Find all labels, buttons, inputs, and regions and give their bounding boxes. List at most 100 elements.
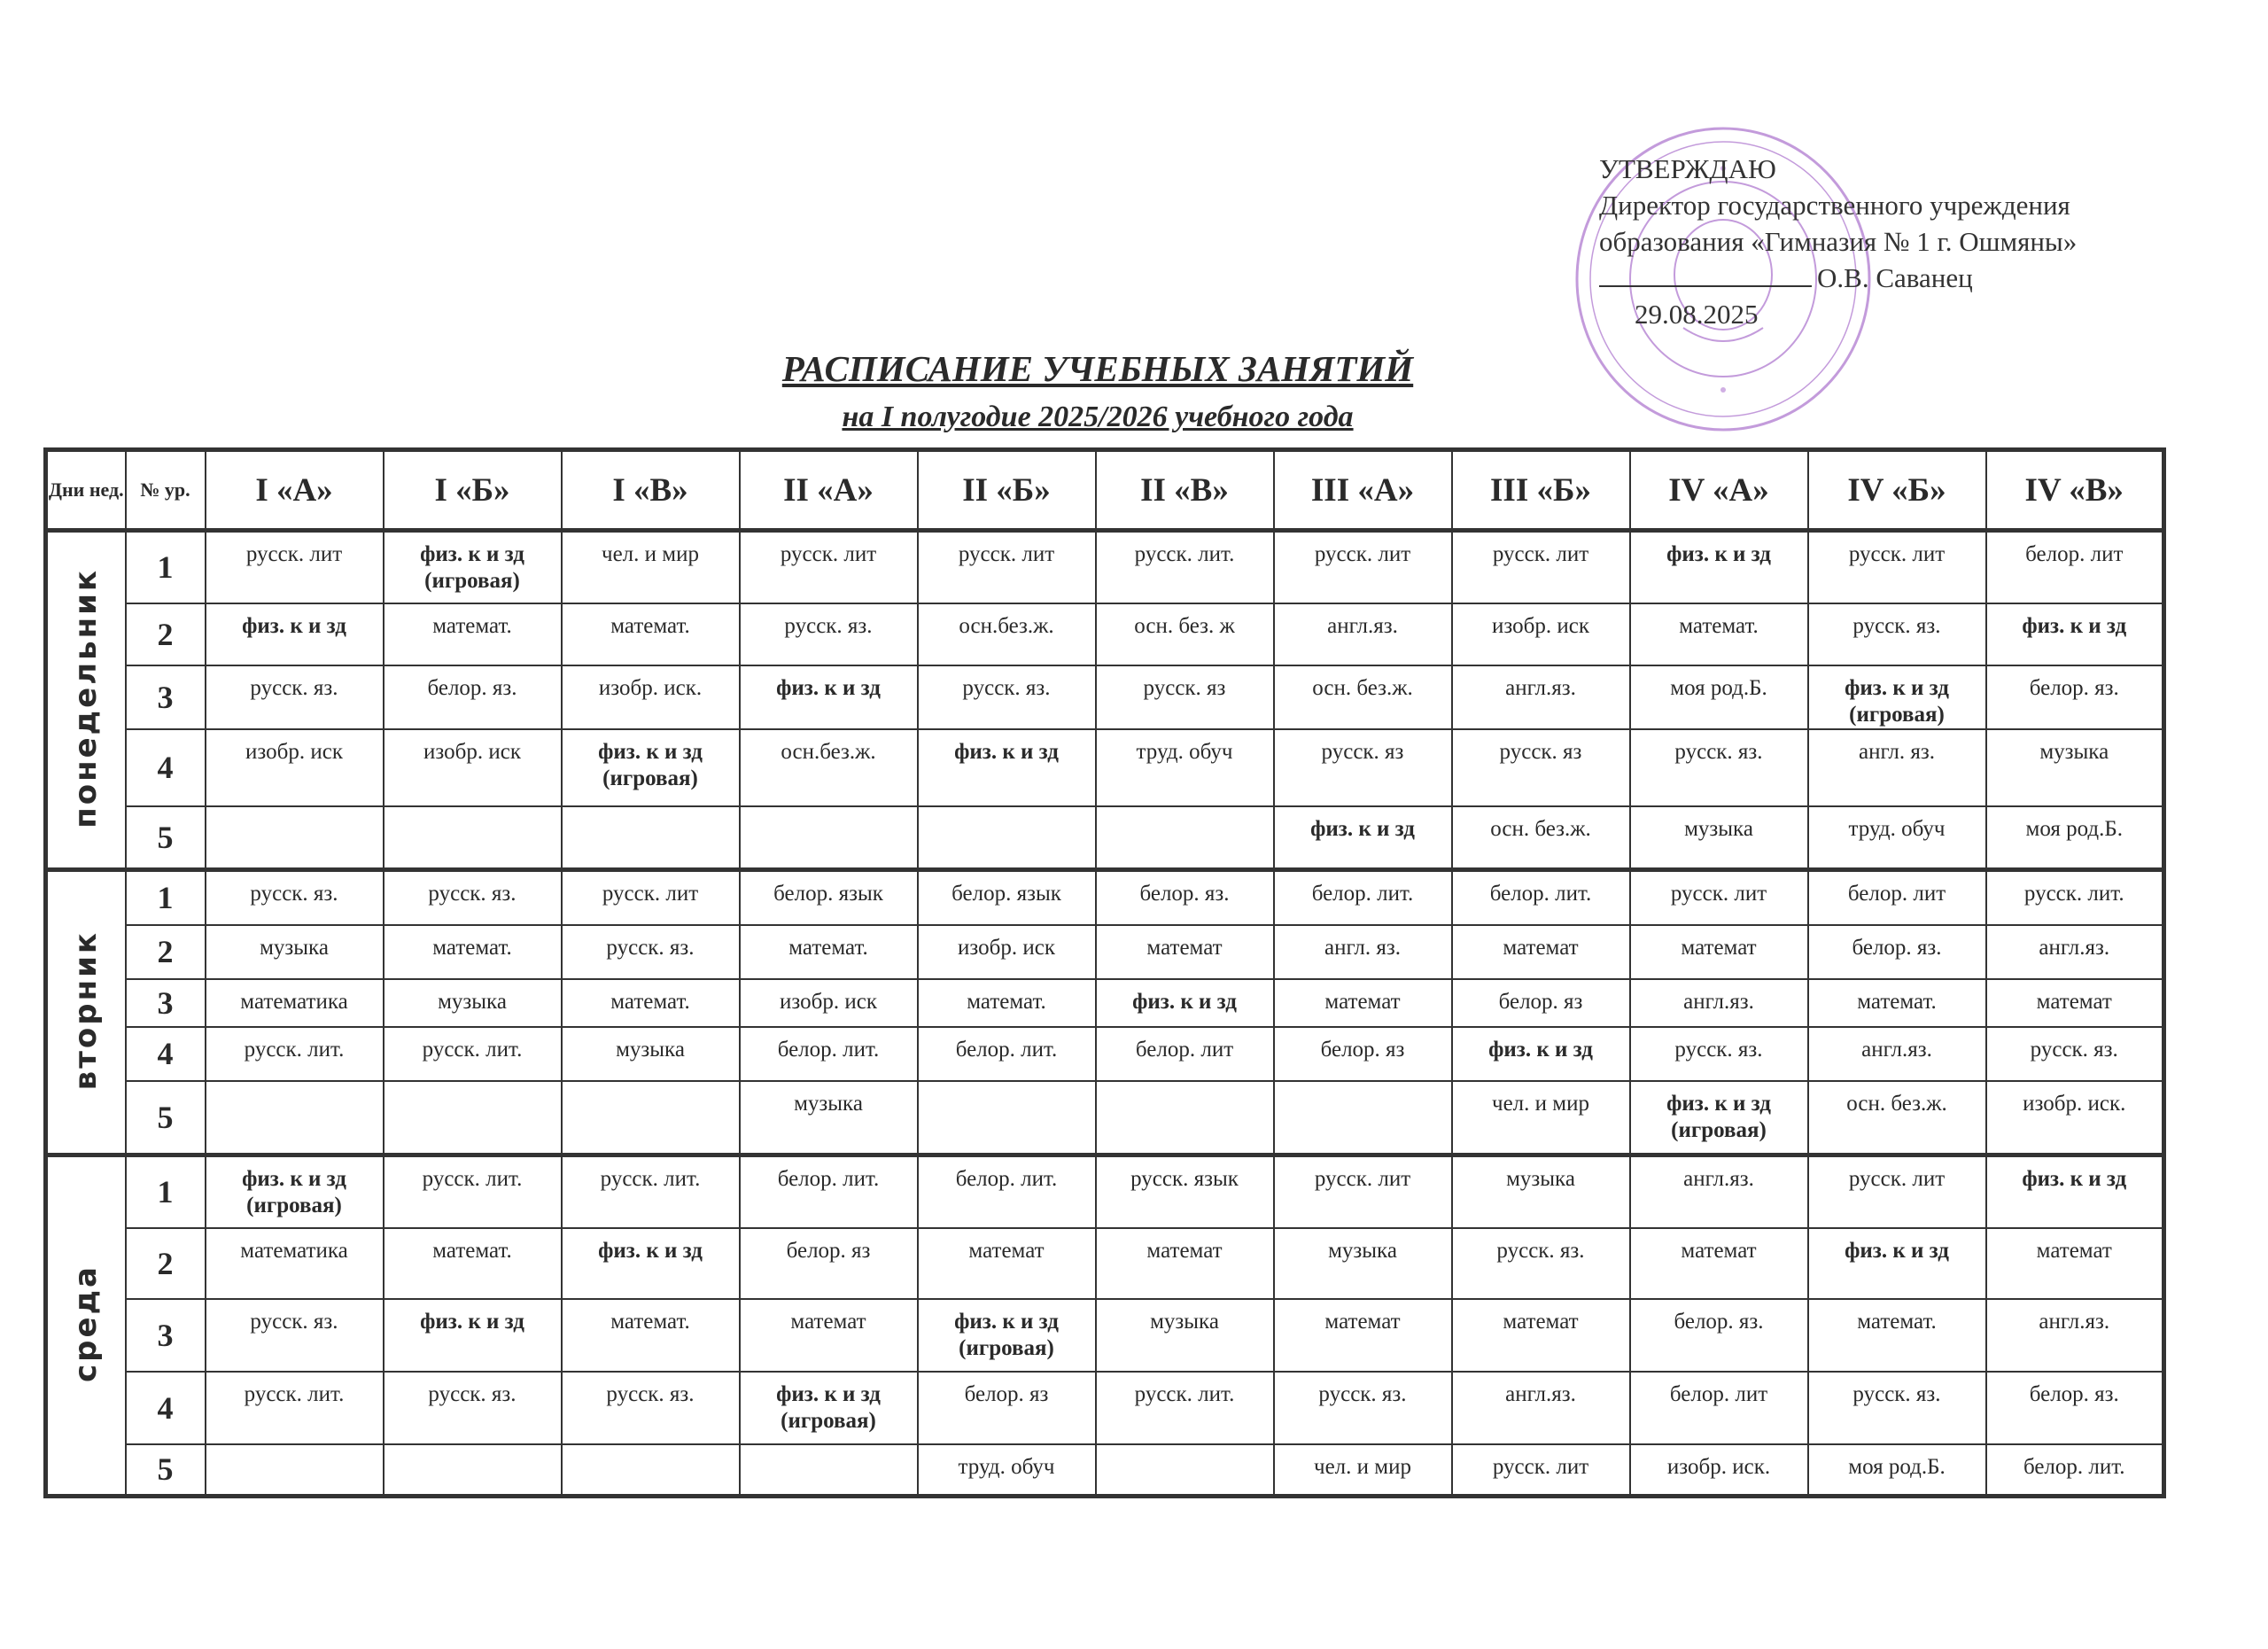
subject-cell: труд. обуч [916,1443,1097,1497]
lesson-row: 3 русск. яз. белор. яз. изобр. иск. физ. к и… [46,664,2165,730]
subject-cell: русск. лит. [1094,529,1275,604]
subject-cell: осн. без.ж. [1272,664,1453,730]
approval-date: 29.08.2025 [1635,299,1759,330]
subject-cell: математ. [1806,1297,1987,1373]
subject-cell: математ [1450,1297,1631,1373]
lesson-row: 2 физ. к и зд математ. математ. русск. яз. ос… [46,602,2165,666]
lesson-number-header: № ур. [124,448,206,532]
subject-cell: белор. лит. [916,1025,1097,1082]
subject-cell: русск. лит. [1984,868,2165,926]
subject-cell: математ [1984,1226,2165,1300]
subject-cell: математ. [560,977,741,1028]
subject-cell: математ [1094,1226,1275,1300]
subject-cell: русск. язык [1094,1154,1275,1229]
lesson-row: понедельник 1 русск. лит физ. к и зд (игров… [44,529,2165,871]
subject-cell: русск. яз [1272,727,1453,807]
subject-cell: русск. лит [1450,529,1631,604]
subject-cell: белор. яз [1272,1025,1453,1082]
subject-cell: русск. яз. [560,923,741,980]
day-cell: вторник [44,868,127,1156]
subject-cell: моя род.Б. [1628,664,1809,730]
subject-cell: русск. яз. [738,602,919,666]
subject-cell [382,805,563,871]
lesson-number: 2 [124,923,206,980]
class-header: II «В» [1094,448,1275,532]
subject-cell [916,1079,1097,1156]
lesson-number: 1 [124,1154,206,1229]
subject-cell: математика [204,1226,384,1300]
lesson-row: 5 физ. к и зд осн. без.ж. музыка труд. обуч м… [45,805,2165,871]
subject-cell: математ. [560,1297,741,1373]
lesson-number: 5 [124,1443,206,1497]
subject-cell: физ. к и зд [738,664,919,730]
subject-cell [382,1443,563,1497]
schedule-table: Дни нед. № ур. I «А» I «Б» I «В» II «А» II «… [43,447,2166,1498]
subject-cell: моя род.Б. [1984,805,2165,871]
lesson-number: 3 [124,1297,206,1373]
subject-cell: моя род.Б. [1806,1443,1987,1497]
day-label: понедельник [68,567,105,828]
subject-cell: математ. [1628,602,1809,666]
subject-cell: физ. к и зд [382,1297,563,1373]
subject-cell: музыка [560,1025,741,1082]
subject-cell: русск. яз. [1628,1025,1809,1082]
signature-line [1599,262,1812,287]
subject-cell: русск. лит [1450,1443,1631,1497]
subject-cell: музыка [204,923,384,980]
day-label: вторник [68,930,105,1091]
subject-cell: осн. без.ж. [1450,805,1631,871]
subject-cell: англ.яз. [1628,1154,1809,1229]
subject-cell: русск. лит [1806,1154,1987,1229]
subject-cell: белор. лит. [916,1154,1097,1229]
class-header: I «А» [204,448,384,532]
subject-cell: русск. лит [1628,868,1809,926]
subject-cell: математ. [382,602,563,666]
subject-cell [1094,805,1275,871]
subject-cell: белор. лит [1094,1025,1275,1082]
subject-cell: русск. яз. [204,1297,384,1373]
subject-cell: осн. без. ж [1094,602,1275,666]
subject-cell: белор. язык [738,868,919,926]
subject-cell: изобр. иск [916,923,1097,980]
subject-cell [204,1079,384,1156]
subject-cell: русск. лит. [1094,1370,1275,1445]
lesson-row: 4 русск. лит. русск. лит. музыка белор. лит.… [46,1025,2165,1082]
subject-cell: белор. яз. [1806,923,1987,980]
class-header: III «А» [1272,448,1453,532]
subject-cell: русск. лит [1272,1154,1453,1229]
approval-heading: УТВЕРЖДАЮ [1599,153,1776,184]
class-header: II «А» [738,448,919,532]
subject-cell [382,1079,563,1156]
subject-cell: англ.яз. [1272,602,1453,666]
subject-cell: русск. яз. [1628,727,1809,807]
lesson-row: 4 изобр. иск изобр. иск физ. к и зд (игрова… [46,727,2165,807]
subject-cell: физ. к и зд (игровая) [1628,1079,1809,1156]
day-cell: среда [44,1154,127,1497]
subject-cell: белор. яз. [1984,664,2165,730]
lesson-row: вторник 1 русск. яз. русск. яз. русск. лит бе… [44,868,2165,1156]
lesson-number: 3 [124,977,206,1028]
subject-cell: математ. [916,977,1097,1028]
subject-cell: осн. без.ж. [1806,1079,1987,1156]
subject-cell: труд. обуч [1806,805,1987,871]
approval-signer: О.В. Саванец [1817,262,1973,293]
subject-cell: русск. яз [1450,727,1631,807]
subject-cell: музыка [1984,727,2165,807]
lesson-number: 4 [124,727,206,807]
subject-cell: русск. яз. [1984,1025,2165,1082]
subject-cell: белор. лит [1628,1370,1809,1445]
subject-cell: математ. [382,1226,563,1300]
subject-cell: музыка [1272,1226,1453,1300]
subject-cell [1094,1443,1275,1497]
lesson-row: 4 русск. лит. русск. яз. русск. яз. физ. к и… [46,1370,2165,1445]
subject-cell: белор. лит. [738,1025,919,1082]
subject-cell: белор. лит [1806,868,1987,926]
subject-cell: русск. яз. [1272,1370,1453,1445]
subject-cell: русск. лит. [204,1025,384,1082]
lesson-row: среда 1 физ. к и зд (игровая) русск. лит. ру… [44,1154,2165,1497]
subject-cell: русск. яз. [204,868,384,926]
subject-cell: физ. к и зд [1094,977,1275,1028]
subject-cell [738,1443,919,1497]
subject-cell: русск. лит [1272,529,1453,604]
day-cell: понедельник [44,529,127,871]
